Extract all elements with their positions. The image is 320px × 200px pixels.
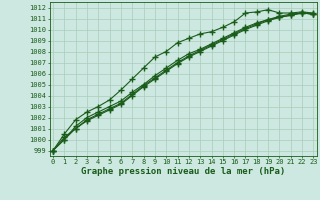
X-axis label: Graphe pression niveau de la mer (hPa): Graphe pression niveau de la mer (hPa) [81,167,285,176]
